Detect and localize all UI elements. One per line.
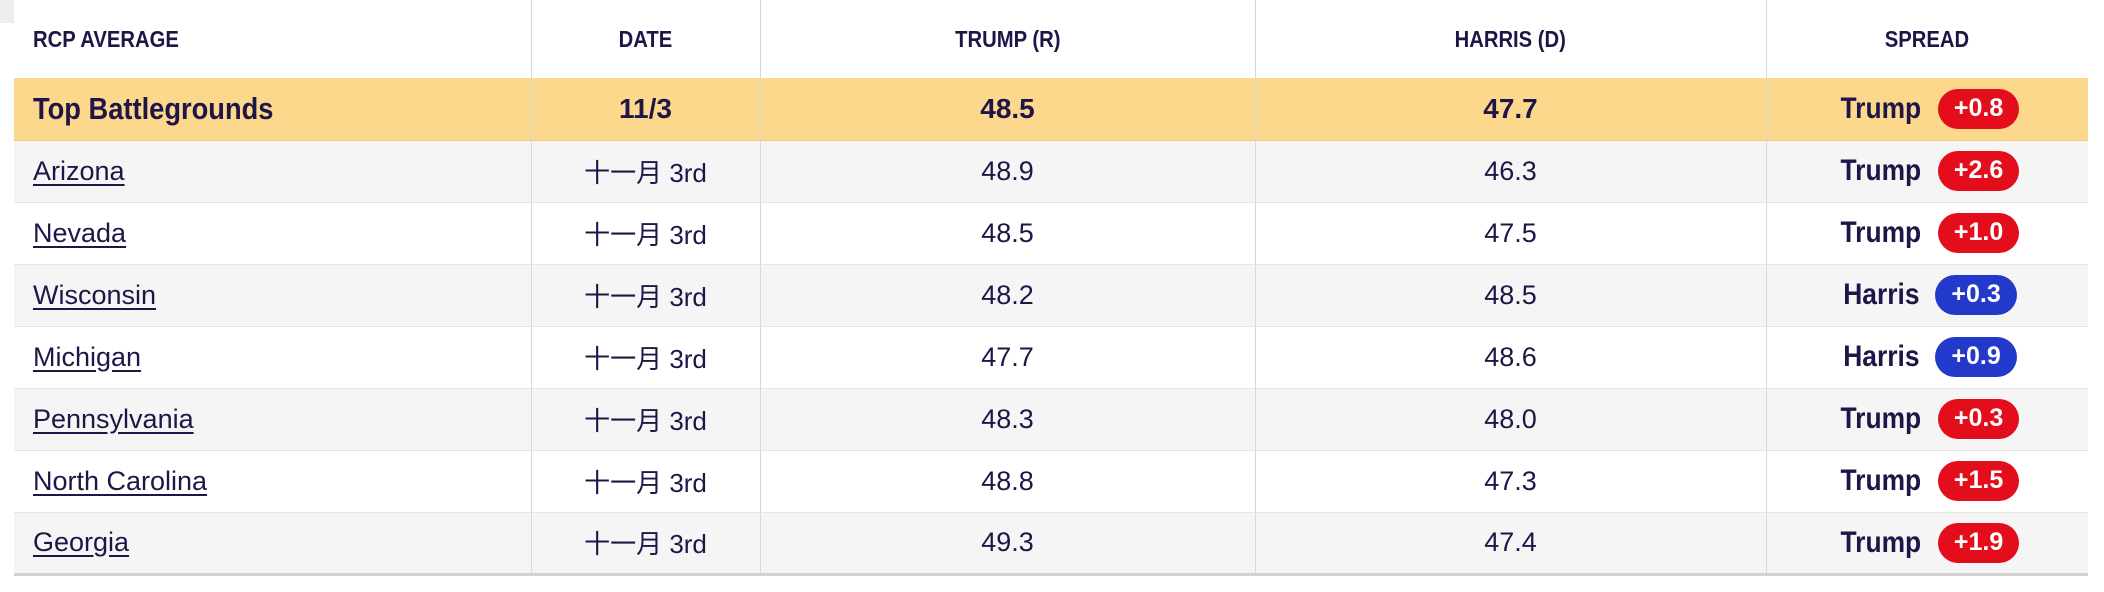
table-row-top-battlegrounds: Top Battlegrounds 11/3 48.5 47.7 Trump +… xyxy=(14,78,2088,141)
table-row-arizona: Arizona 十一月 3rd 48.9 46.3 Trump +2.6 xyxy=(14,140,2088,203)
column-header-rcp-average: RCP AVERAGE xyxy=(14,0,531,78)
date-cell: 十一月 3rd xyxy=(530,512,760,576)
spread-badge: +1.5 xyxy=(1937,461,2020,501)
column-header-date: DATE xyxy=(530,0,760,78)
state-link-georgia[interactable]: Georgia xyxy=(33,527,130,557)
trump-value-cell: 49.3 xyxy=(759,512,1255,576)
trump-value-cell: 48.9 xyxy=(759,140,1255,203)
row-name-cell: North Carolina xyxy=(14,450,531,513)
spread-leader: Trump xyxy=(1840,525,1922,559)
date-cell: 11/3 xyxy=(530,78,760,141)
spread-cell: Trump +1.9 xyxy=(1765,512,2088,576)
row-name-cell: Arizona xyxy=(14,140,531,203)
spread-leader: Trump xyxy=(1840,464,1922,497)
spread-leader: Trump xyxy=(1840,154,1922,187)
row-name-cell: Georgia xyxy=(14,512,531,576)
spread-cell: Trump +0.3 xyxy=(1765,388,2088,451)
column-header-harris: HARRIS (D) xyxy=(1254,0,1766,78)
spread-badge: +0.8 xyxy=(1937,88,2020,129)
row-name-cell: Top Battlegrounds xyxy=(14,78,531,141)
spread-badge: +0.3 xyxy=(1937,399,2020,439)
harris-value-cell: 47.5 xyxy=(1254,202,1766,265)
date-cell: 十一月 3rd xyxy=(530,264,760,327)
spread-leader: Harris xyxy=(1842,278,1920,311)
table-row-wisconsin: Wisconsin 十一月 3rd 48.2 48.5 Harris +0.3 xyxy=(14,264,2088,327)
table-row-north-carolina: North Carolina 十一月 3rd 48.8 47.3 Trump +… xyxy=(14,450,2088,513)
table-row-nevada: Nevada 十一月 3rd 48.5 47.5 Trump +1.0 xyxy=(14,202,2088,265)
state-link-north-carolina[interactable]: North Carolina xyxy=(33,465,208,496)
harris-value-cell: 46.3 xyxy=(1254,140,1766,203)
trump-value-cell: 48.8 xyxy=(759,450,1255,513)
table-header-row: RCP AVERAGE DATE TRUMP (R) HARRIS (D) SP… xyxy=(14,0,2088,78)
trump-value-cell: 48.5 xyxy=(759,78,1255,141)
trump-value-cell: 48.2 xyxy=(759,264,1255,327)
spread-badge: +2.6 xyxy=(1937,151,2020,191)
trump-value-cell: 48.5 xyxy=(759,202,1255,265)
harris-value-cell: 48.0 xyxy=(1254,388,1766,451)
row-name-cell: Pennsylvania xyxy=(14,388,531,451)
date-cell: 十一月 3rd xyxy=(530,140,760,203)
trump-value-cell: 47.7 xyxy=(759,326,1255,389)
harris-value-cell: 47.4 xyxy=(1254,512,1766,576)
spread-cell: Trump +1.5 xyxy=(1765,450,2088,513)
spread-badge: +0.9 xyxy=(1935,337,2017,377)
harris-value-cell: 48.6 xyxy=(1254,326,1766,389)
spread-cell: Trump +0.8 xyxy=(1765,78,2088,141)
date-cell: 十一月 3rd xyxy=(530,388,760,451)
row-name-cell: Nevada xyxy=(14,202,531,265)
table-row-pennsylvania: Pennsylvania 十一月 3rd 48.3 48.0 Trump +0.… xyxy=(14,388,2088,451)
harris-value-cell: 47.7 xyxy=(1254,78,1766,141)
date-cell: 十一月 3rd xyxy=(530,450,760,513)
harris-value-cell: 48.5 xyxy=(1254,264,1766,327)
spread-cell: Trump +2.6 xyxy=(1765,140,2088,203)
harris-value-cell: 47.3 xyxy=(1254,450,1766,513)
spread-leader: Trump xyxy=(1840,402,1922,435)
spread-cell: Harris +0.9 xyxy=(1765,326,2088,389)
table-row-georgia: Georgia 十一月 3rd 49.3 47.4 Trump +1.9 xyxy=(14,512,2088,576)
table-row-michigan: Michigan 十一月 3rd 47.7 48.6 Harris +0.9 xyxy=(14,326,2088,389)
spread-cell: Harris +0.3 xyxy=(1765,264,2088,327)
state-link-arizona[interactable]: Arizona xyxy=(33,155,125,186)
row-name-cell: Wisconsin xyxy=(14,264,531,327)
spread-cell: Trump +1.0 xyxy=(1765,202,2088,265)
date-cell: 十一月 3rd xyxy=(530,202,760,265)
spread-badge: +0.3 xyxy=(1935,275,2017,315)
spread-leader: Harris xyxy=(1842,340,1920,373)
state-link-wisconsin[interactable]: Wisconsin xyxy=(33,279,157,310)
column-header-spread: SPREAD xyxy=(1765,0,2088,78)
trump-value-cell: 48.3 xyxy=(759,388,1255,451)
row-name-cell: Michigan xyxy=(14,326,531,389)
spread-leader: Trump xyxy=(1840,216,1922,249)
spread-badge: +1.9 xyxy=(1937,522,2020,563)
column-header-trump: TRUMP (R) xyxy=(759,0,1255,78)
spread-badge: +1.0 xyxy=(1937,213,2020,253)
state-link-nevada[interactable]: Nevada xyxy=(33,217,127,248)
spread-leader: Trump xyxy=(1840,91,1922,125)
date-cell: 十一月 3rd xyxy=(530,326,760,389)
state-link-michigan[interactable]: Michigan xyxy=(33,341,142,372)
rcp-average-table: RCP AVERAGE DATE TRUMP (R) HARRIS (D) SP… xyxy=(14,0,2088,576)
state-link-pennsylvania[interactable]: Pennsylvania xyxy=(33,403,194,434)
